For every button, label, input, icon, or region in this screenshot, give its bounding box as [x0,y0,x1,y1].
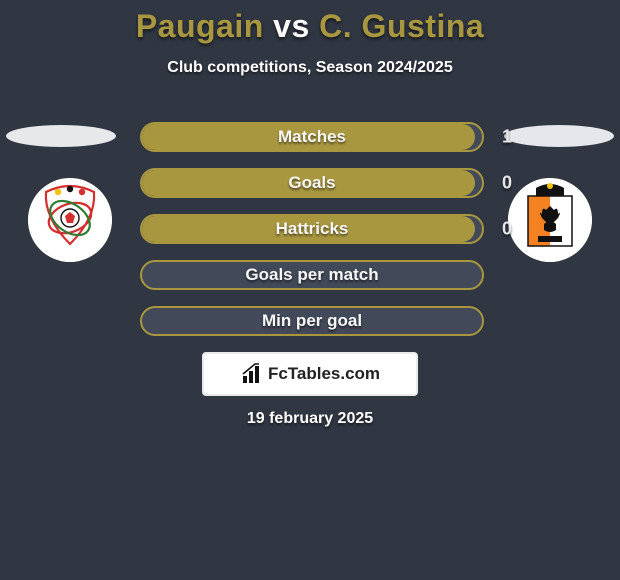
player1-head-ellipse [6,125,116,147]
stat-bar-row: Min per goal [140,306,484,336]
stat-bar-row: Goals0 [140,168,484,198]
branding-box: FcTables.com [202,352,418,396]
player2-club-logo [508,178,592,262]
vs-text: vs [273,8,310,44]
club-crest-right-icon [508,178,592,262]
player1-club-logo [28,178,112,262]
bar-chart-icon [240,362,264,386]
subtitle: Club competitions, Season 2024/2025 [0,59,620,77]
stat-bar-label: Matches [278,127,346,147]
stat-bar-value-right: 0 [502,219,512,240]
stat-bar-row: Hattricks0 [140,214,484,244]
stat-bar-row: Matches1 [140,122,484,152]
comparison-title: Paugain vs C. Gustina [0,0,620,45]
stat-bar-value-right: 0 [502,173,512,194]
stats-bars: Matches1 Goals0 Hattricks0 Goals per match M… [140,122,484,352]
stat-bar-value-right: 1 [502,127,512,148]
date-text: 19 february 2025 [247,410,373,428]
stat-bar-label: Goals per match [245,265,378,285]
stat-bar-row: Goals per match [140,260,484,290]
player2-name: C. Gustina [319,8,484,44]
stat-bar-label: Hattricks [276,219,349,239]
stat-bar-label: Min per goal [262,311,362,331]
player2-head-ellipse [504,125,614,147]
stat-bar-label: Goals [288,173,335,193]
branding-text: FcTables.com [268,364,380,384]
club-crest-left-icon [28,178,112,262]
player1-name: Paugain [136,8,264,44]
